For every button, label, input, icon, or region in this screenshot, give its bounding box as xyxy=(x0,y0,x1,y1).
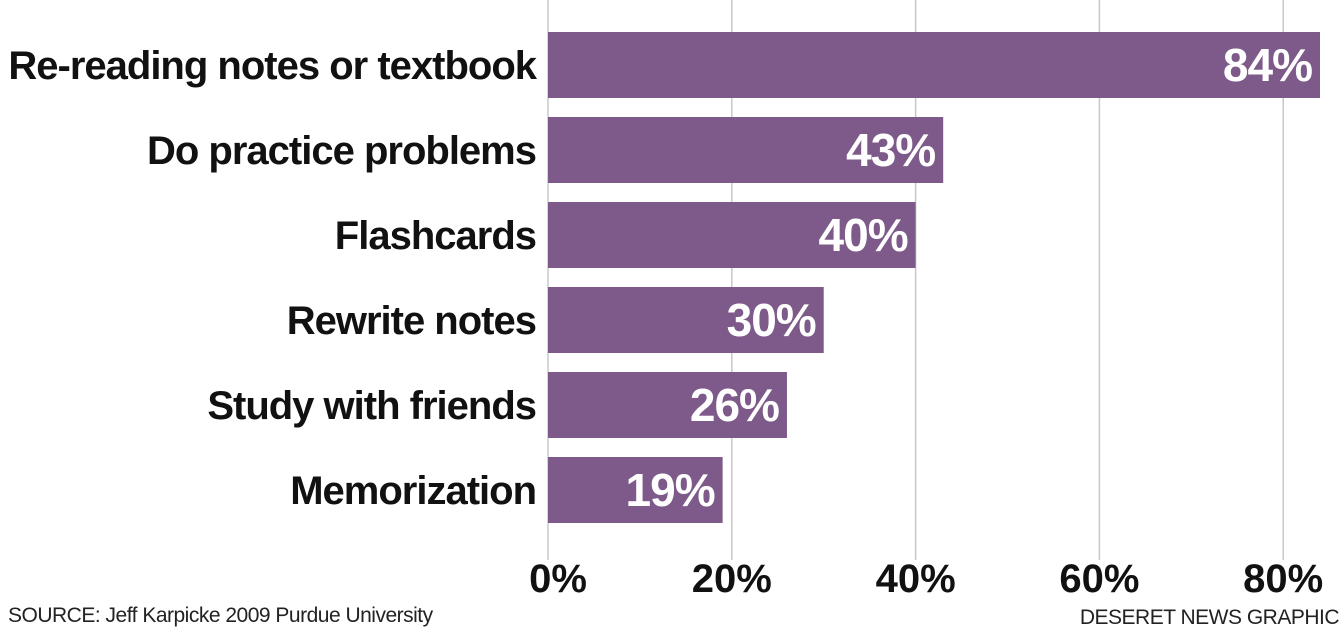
source-note: SOURCE: Jeff Karpicke 2009 Purdue Univer… xyxy=(8,604,433,627)
category-labels: Re-reading notes or textbook Do practice … xyxy=(8,44,538,513)
value-label-3: 40% xyxy=(819,209,908,261)
category-label-5: Study with friends xyxy=(207,384,536,428)
x-axis-tick-labels: 0% 20% 40% 60% 80% xyxy=(529,557,1323,601)
value-label-5: 26% xyxy=(690,379,779,431)
bars xyxy=(548,32,1320,523)
bar-4 xyxy=(548,287,824,353)
value-label-6: 19% xyxy=(626,464,715,516)
value-label-1: 84% xyxy=(1223,39,1312,91)
x-tick-label-60: 60% xyxy=(1059,557,1139,601)
value-labels: 84% 43% 40%30% 26% 19% xyxy=(626,39,1314,516)
x-tick-label-80: 80% xyxy=(1243,557,1323,601)
bar-2 xyxy=(548,117,944,183)
value-label-2: 43% xyxy=(846,124,935,176)
x-tick-label-0: 0% xyxy=(529,557,587,601)
category-label-3: Flashcards xyxy=(335,214,536,258)
category-label-6: Memorization xyxy=(290,469,536,513)
category-label-4: Rewrite notes xyxy=(287,299,536,343)
bar-5 xyxy=(548,372,787,438)
bar-1 xyxy=(548,32,1320,98)
category-label-1: Re-reading notes or textbook xyxy=(8,44,537,88)
bar-3 xyxy=(548,202,916,268)
value-label-4: 30% xyxy=(727,294,816,346)
x-tick-label-40: 40% xyxy=(876,557,956,601)
bar-6 xyxy=(548,457,723,523)
category-label-2: Do practice problems xyxy=(147,129,536,173)
x-tick-label-20: 20% xyxy=(692,557,772,601)
credit-note: DESERET NEWS GRAPHIC xyxy=(1079,606,1340,629)
